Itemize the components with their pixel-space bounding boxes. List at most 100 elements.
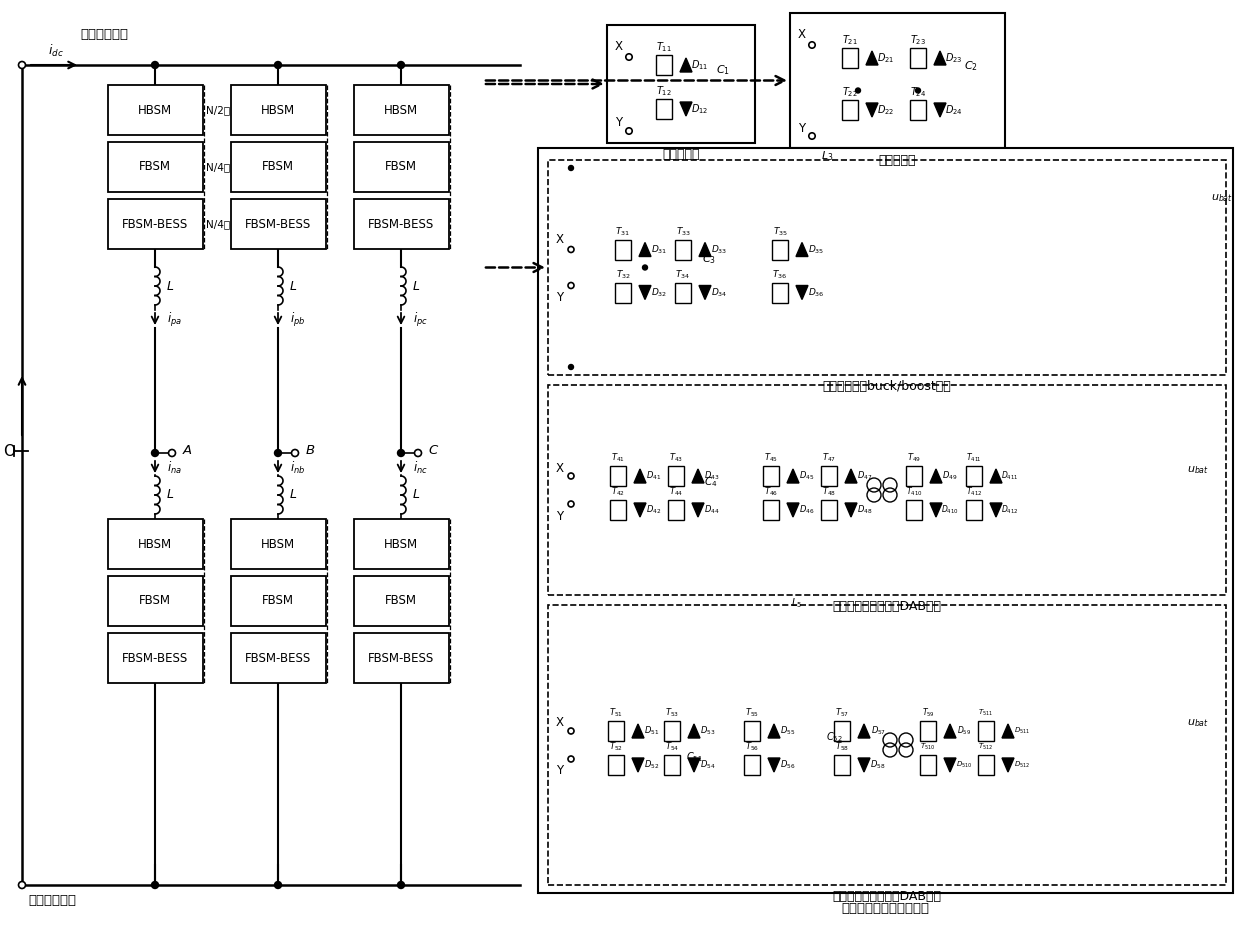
Polygon shape: [634, 469, 646, 483]
FancyBboxPatch shape: [663, 755, 680, 775]
Text: $i_{nc}$: $i_{nc}$: [413, 460, 428, 476]
Text: FBSM-BESS: FBSM-BESS: [122, 652, 188, 665]
Polygon shape: [1002, 758, 1014, 772]
Text: $D_{58}$: $D_{58}$: [870, 759, 885, 771]
FancyBboxPatch shape: [966, 500, 982, 520]
FancyBboxPatch shape: [231, 633, 326, 683]
Text: $D_{57}$: $D_{57}$: [870, 725, 885, 737]
Text: N/4个: N/4个: [206, 219, 229, 229]
FancyBboxPatch shape: [835, 721, 849, 741]
Text: 储能电池通过buck/boost接入: 储能电池通过buck/boost接入: [822, 380, 951, 393]
FancyBboxPatch shape: [610, 500, 626, 520]
Text: Y: Y: [557, 765, 563, 777]
FancyBboxPatch shape: [763, 466, 779, 486]
Circle shape: [808, 41, 815, 48]
Text: $D_{52}$: $D_{52}$: [645, 759, 660, 771]
Text: $L$: $L$: [412, 279, 420, 292]
Circle shape: [19, 61, 26, 69]
FancyBboxPatch shape: [548, 605, 1226, 885]
Circle shape: [642, 265, 647, 270]
FancyBboxPatch shape: [920, 721, 936, 741]
FancyBboxPatch shape: [231, 519, 326, 569]
Text: $D_{44}$: $D_{44}$: [704, 504, 719, 516]
Text: $T_{45}$: $T_{45}$: [764, 452, 777, 464]
FancyBboxPatch shape: [663, 721, 680, 741]
Text: 半桥子模块: 半桥子模块: [662, 148, 699, 161]
FancyBboxPatch shape: [906, 466, 923, 486]
Text: $D_{24}$: $D_{24}$: [945, 103, 963, 117]
Polygon shape: [632, 758, 644, 772]
Text: $D_{54}$: $D_{54}$: [701, 759, 715, 771]
FancyBboxPatch shape: [353, 142, 449, 192]
Text: $T_{49}$: $T_{49}$: [906, 452, 921, 464]
FancyBboxPatch shape: [675, 240, 691, 259]
FancyBboxPatch shape: [548, 160, 1226, 375]
FancyBboxPatch shape: [608, 25, 755, 143]
Text: $L$: $L$: [166, 488, 174, 502]
Text: FBSM: FBSM: [139, 594, 171, 607]
Polygon shape: [768, 724, 780, 738]
Text: FBSM: FBSM: [139, 160, 171, 174]
Polygon shape: [934, 103, 946, 117]
FancyBboxPatch shape: [763, 500, 779, 520]
FancyBboxPatch shape: [108, 199, 202, 249]
Text: $C_1$: $C_1$: [715, 63, 730, 77]
Polygon shape: [844, 503, 857, 517]
Text: $T_{24}$: $T_{24}$: [910, 85, 926, 99]
Text: $T_{12}$: $T_{12}$: [656, 84, 672, 98]
FancyBboxPatch shape: [668, 500, 684, 520]
Text: N/2个: N/2个: [206, 105, 229, 115]
Polygon shape: [934, 51, 946, 65]
FancyBboxPatch shape: [821, 466, 837, 486]
Circle shape: [151, 61, 159, 69]
Polygon shape: [768, 758, 780, 772]
Polygon shape: [692, 503, 704, 517]
Text: $D_{411}$: $D_{411}$: [1001, 470, 1019, 482]
Text: $D_{32}$: $D_{32}$: [651, 287, 667, 299]
FancyBboxPatch shape: [842, 48, 858, 68]
Polygon shape: [632, 724, 644, 738]
Text: $D_{11}$: $D_{11}$: [691, 58, 709, 72]
FancyBboxPatch shape: [978, 755, 994, 775]
Polygon shape: [796, 286, 808, 300]
FancyBboxPatch shape: [231, 576, 326, 626]
Text: $T_{46}$: $T_{46}$: [764, 486, 777, 498]
Circle shape: [398, 61, 404, 69]
Text: $T_{21}$: $T_{21}$: [842, 33, 858, 47]
Text: HBSM: HBSM: [384, 538, 418, 551]
Text: FBSM: FBSM: [262, 594, 294, 607]
Text: 带储能电池的全桥子模块: 带储能电池的全桥子模块: [842, 902, 930, 915]
FancyBboxPatch shape: [353, 633, 449, 683]
Text: $T_{52}$: $T_{52}$: [609, 741, 622, 753]
Text: $A$: $A$: [182, 444, 193, 457]
Text: $D_{42}$: $D_{42}$: [646, 504, 662, 516]
Text: $D_{41}$: $D_{41}$: [646, 470, 662, 482]
Text: $D_{22}$: $D_{22}$: [878, 103, 895, 117]
Text: $D_{51}$: $D_{51}$: [645, 725, 660, 737]
FancyBboxPatch shape: [790, 13, 1004, 148]
Text: $T_{59}$: $T_{59}$: [921, 706, 935, 720]
Polygon shape: [858, 758, 870, 772]
Text: $T_{511}$: $T_{511}$: [978, 708, 993, 719]
Circle shape: [398, 882, 404, 888]
Text: $L$: $L$: [289, 279, 298, 292]
Polygon shape: [844, 469, 857, 483]
FancyBboxPatch shape: [821, 500, 837, 520]
Circle shape: [626, 128, 632, 134]
FancyBboxPatch shape: [231, 199, 326, 249]
Text: $T_{43}$: $T_{43}$: [668, 452, 683, 464]
Text: $T_{23}$: $T_{23}$: [910, 33, 926, 47]
Polygon shape: [680, 102, 692, 116]
FancyBboxPatch shape: [353, 519, 449, 569]
Text: $T_{44}$: $T_{44}$: [668, 486, 683, 498]
Polygon shape: [930, 503, 942, 517]
Text: $T_{31}$: $T_{31}$: [615, 225, 630, 238]
Text: $D_{510}$: $D_{510}$: [956, 760, 972, 770]
Text: $T_{22}$: $T_{22}$: [842, 85, 858, 99]
Text: $D_{33}$: $D_{33}$: [711, 243, 727, 256]
Circle shape: [151, 450, 159, 456]
Text: $C_2$: $C_2$: [963, 59, 978, 74]
FancyBboxPatch shape: [906, 500, 923, 520]
Polygon shape: [866, 51, 878, 65]
FancyBboxPatch shape: [910, 100, 926, 120]
